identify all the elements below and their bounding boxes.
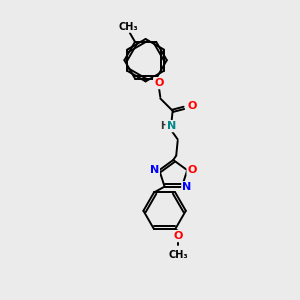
Text: N: N	[167, 121, 176, 131]
Text: O: O	[188, 165, 197, 175]
Text: O: O	[154, 78, 164, 88]
Text: N: N	[150, 165, 159, 175]
Text: CH₃: CH₃	[118, 22, 138, 32]
Text: CH₃: CH₃	[168, 250, 188, 260]
Text: O: O	[188, 101, 197, 111]
Text: H: H	[160, 121, 168, 131]
Text: O: O	[173, 231, 182, 241]
Text: N: N	[182, 182, 191, 192]
